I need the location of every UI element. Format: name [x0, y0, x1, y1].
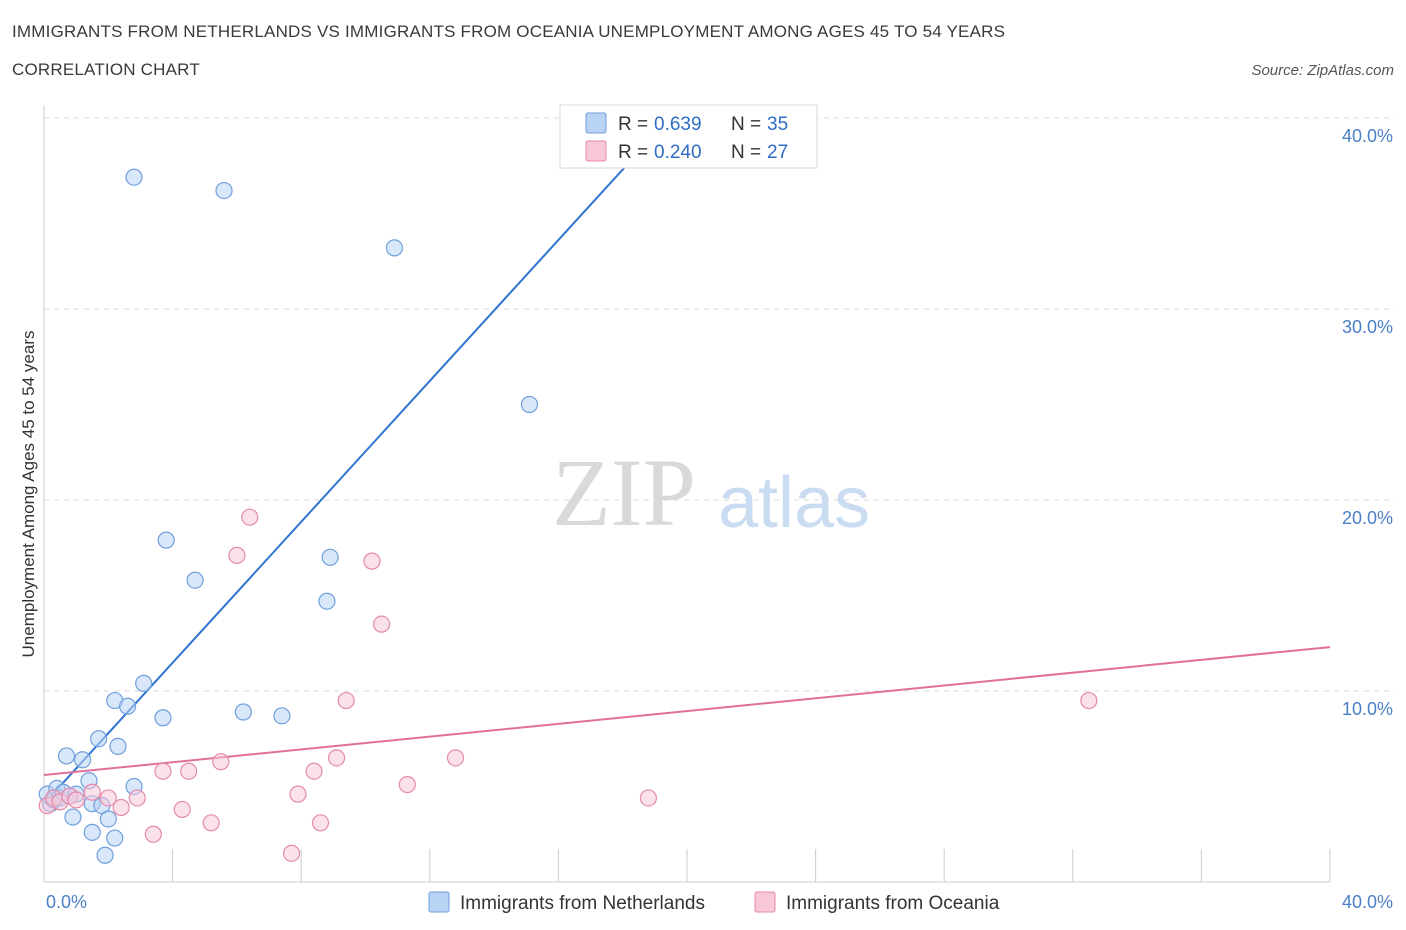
stats-swatch-netherlands: [585, 112, 607, 134]
trendline-oceania: [43, 646, 1331, 777]
stats-n-label-oceania: N =: [731, 142, 761, 163]
point-netherlands-26: [186, 571, 204, 589]
point-oceania-28: [1080, 691, 1098, 710]
point-oceania-15: [228, 546, 246, 564]
y-tick-label-3: 40.0%: [1342, 126, 1393, 146]
point-oceania-13: [202, 814, 220, 832]
legend-swatch-oceania: [754, 891, 776, 913]
stats-n-value-netherlands: 35: [767, 114, 788, 135]
point-netherlands-23: [135, 674, 153, 692]
point-oceania-14: [212, 753, 230, 771]
label-layer: 10.0% 20.0% 30.0% 40.0% 0.0% 40.0%: [46, 126, 1393, 912]
point-netherlands-24: [154, 709, 172, 727]
point-netherlands-13: [83, 823, 101, 841]
stats-r-label-oceania: R =: [618, 142, 648, 163]
watermark-atlas: atlas: [718, 463, 870, 543]
point-oceania-11: [173, 800, 191, 819]
point-oceania-4: [67, 791, 85, 809]
y-tick-label-1: 20.0%: [1342, 508, 1393, 528]
point-oceania-26: [446, 749, 465, 767]
legend-swatch-netherlands: [428, 891, 450, 913]
point-oceania-9: [144, 825, 162, 843]
y-axis-title: Unemployment Among Ages 45 to 54 years: [19, 331, 38, 658]
point-oceania-25: [398, 775, 416, 794]
point-oceania-20: [311, 814, 330, 832]
point-netherlands-6: [57, 747, 76, 765]
y-tick-label-2: 30.0%: [1342, 317, 1393, 337]
point-oceania-23: [363, 552, 381, 570]
point-oceania-24: [372, 615, 391, 633]
y-tick-label-0: 10.0%: [1342, 699, 1393, 719]
point-netherlands-25: [157, 531, 175, 549]
point-oceania-16: [241, 508, 259, 526]
point-oceania-21: [327, 749, 346, 767]
point-netherlands-14: [90, 730, 108, 748]
point-netherlands-27: [234, 703, 252, 721]
stats-n-value-oceania: 27: [767, 142, 788, 163]
source-credit: Source: ZipAtlas.com: [1251, 62, 1394, 79]
point-netherlands-16: [96, 846, 114, 864]
watermark-zip: ZIP: [552, 439, 696, 546]
point-oceania-6: [99, 789, 117, 807]
stats-swatch-oceania: [585, 140, 607, 162]
axis-layer: [43, 105, 1331, 883]
watermark: ZIP atlas: [552, 439, 870, 546]
point-oceania-7: [112, 798, 130, 817]
point-netherlands-10: [73, 751, 92, 769]
stats-r-value-netherlands: 0.639: [654, 114, 702, 135]
point-netherlands-33: [385, 239, 404, 257]
x-tick-label-1: 40.0%: [1342, 892, 1393, 912]
point-oceania-18: [289, 785, 307, 803]
point-oceania-17: [282, 844, 301, 862]
point-netherlands-31: [125, 168, 143, 186]
chart-subtitle: CORRELATION CHART: [12, 60, 200, 79]
legend-label-oceania: Immigrants from Oceania: [786, 893, 1000, 914]
legend-label-netherlands: Immigrants from Netherlands: [460, 893, 705, 914]
point-netherlands-18: [106, 829, 124, 847]
point-netherlands-34: [520, 395, 539, 414]
stats-r-value-oceania: 0.240: [654, 142, 702, 163]
point-netherlands-8: [64, 808, 82, 826]
point-netherlands-29: [318, 592, 336, 610]
stats-legend: R = 0.639 N = 35 R = 0.240 N = 27: [559, 104, 818, 169]
point-netherlands-30: [321, 548, 339, 566]
point-oceania-10: [154, 762, 172, 780]
points-layer: [38, 168, 1098, 864]
point-netherlands-28: [273, 707, 291, 725]
point-oceania-19: [305, 762, 323, 780]
point-oceania-27: [639, 789, 658, 807]
point-oceania-22: [337, 691, 355, 710]
grid-layer: [44, 117, 1395, 692]
stats-n-label-netherlands: N =: [731, 114, 761, 135]
point-netherlands-22: [118, 697, 137, 715]
point-netherlands-32: [215, 181, 233, 200]
point-netherlands-17: [99, 810, 117, 828]
chart-title: IMMIGRANTS FROM NETHERLANDS VS IMMIGRANT…: [12, 22, 1006, 41]
stats-r-label-netherlands: R =: [618, 114, 648, 135]
bottom-legend: Immigrants from Netherlands Immigrants f…: [428, 891, 1000, 914]
point-oceania-8: [128, 789, 146, 807]
point-oceania-5: [83, 783, 101, 801]
point-netherlands-19: [109, 737, 127, 755]
point-oceania-12: [180, 762, 198, 780]
x-tick-label-0: 0.0%: [46, 892, 87, 912]
